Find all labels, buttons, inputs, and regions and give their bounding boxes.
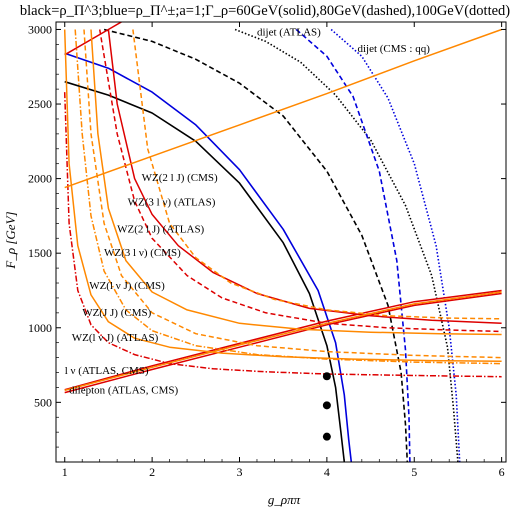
y-tick-label-0: 500 — [34, 395, 52, 409]
annotation-label-6: WZ(l ν J) (CMS) — [89, 280, 165, 292]
series-line-red-solid-11 — [64, 22, 123, 56]
series-line-blue-dotted-5 — [330, 28, 461, 462]
y-tick-label-1: 1000 — [28, 321, 52, 335]
series-line-blue-solid-3 — [64, 52, 353, 462]
series-line-blue-dashed-4 — [295, 28, 411, 462]
annotation-label-0: dijet (ATLAS) — [257, 26, 321, 38]
series-line-black-dotted-2 — [234, 28, 459, 462]
series-line-red-solid-9 — [64, 292, 502, 394]
data-point-0 — [322, 372, 331, 381]
series-line-red-solid-10 — [64, 289, 502, 391]
x-tick-label-4: 5 — [411, 465, 417, 479]
data-point-1 — [322, 401, 331, 410]
series-line-orange-dashed-15 — [132, 29, 502, 320]
points-layer — [322, 372, 331, 441]
annotation-label-10: dilepton (ATLAS, CMS) — [69, 384, 178, 396]
series-line-orange-dashed-18 — [83, 29, 502, 359]
y-tick-label-4: 2500 — [28, 97, 52, 111]
chart-title: black=ρ_Π^3;blue=ρ_Π^±;a=1;Γ_ρ=60GeV(sol… — [20, 3, 510, 19]
annotation-label-8: WZ(l ν J) (ATLAS) — [72, 332, 159, 344]
annotation-label-3: WZ(3 l ν) (ATLAS) — [128, 196, 216, 208]
series-line-orange-solid-16 — [63, 29, 502, 363]
series-line-orange-dashdot-17 — [74, 29, 502, 365]
x-tick-label-3: 4 — [324, 465, 330, 479]
annotation-label-5: WZ(3 l ν) (CMS) — [104, 247, 181, 259]
annotation-label-9: l ν (ATLAS, CMS) — [65, 365, 149, 377]
y-tick-label-5: 3000 — [28, 22, 52, 36]
x-tick-label-0: 1 — [62, 465, 68, 479]
x-tick-label-1: 2 — [149, 465, 155, 479]
series-line-red-dashdot-8 — [63, 92, 502, 378]
series-line-red-dashed-7 — [98, 29, 502, 333]
data-point-2 — [322, 432, 331, 441]
annotation-label-7: WZ(J J) (CMS) — [82, 307, 151, 319]
series-line-red-solid-6 — [107, 29, 502, 325]
axis-ticks: 1 2 3 4 5 6 500 1000 1500 2000 2500 3000 — [28, 22, 506, 479]
y-tick-label-2: 1500 — [28, 246, 52, 260]
series-line-black-solid-0 — [64, 80, 346, 462]
annotations-layer: dijet (ATLAS) dijet (CMS : qq) WZ(2 l J) (… — [65, 26, 430, 396]
x-axis-label: g_ρππ — [268, 492, 301, 507]
x-tick-label-5: 6 — [499, 465, 505, 479]
series-line-black-dashed-1 — [103, 28, 409, 462]
series-line-orange-solid-12 — [64, 28, 502, 189]
plot-frame — [55, 21, 507, 463]
annotation-label-4: WZ(2 l J) (ATLAS) — [117, 223, 204, 235]
x-tick-label-2: 3 — [236, 465, 242, 479]
curves-layer — [63, 22, 502, 462]
annotation-label-1: dijet (CMS : qq) — [357, 43, 430, 55]
series-line-orange-solid-14 — [90, 29, 502, 336]
series-line-orange-solid-13 — [64, 291, 502, 392]
y-axis-label: F_ρ [GeV] — [3, 211, 18, 269]
annotation-label-2: WZ(2 l J) (CMS) — [142, 172, 218, 184]
y-tick-label-3: 2000 — [28, 172, 52, 186]
